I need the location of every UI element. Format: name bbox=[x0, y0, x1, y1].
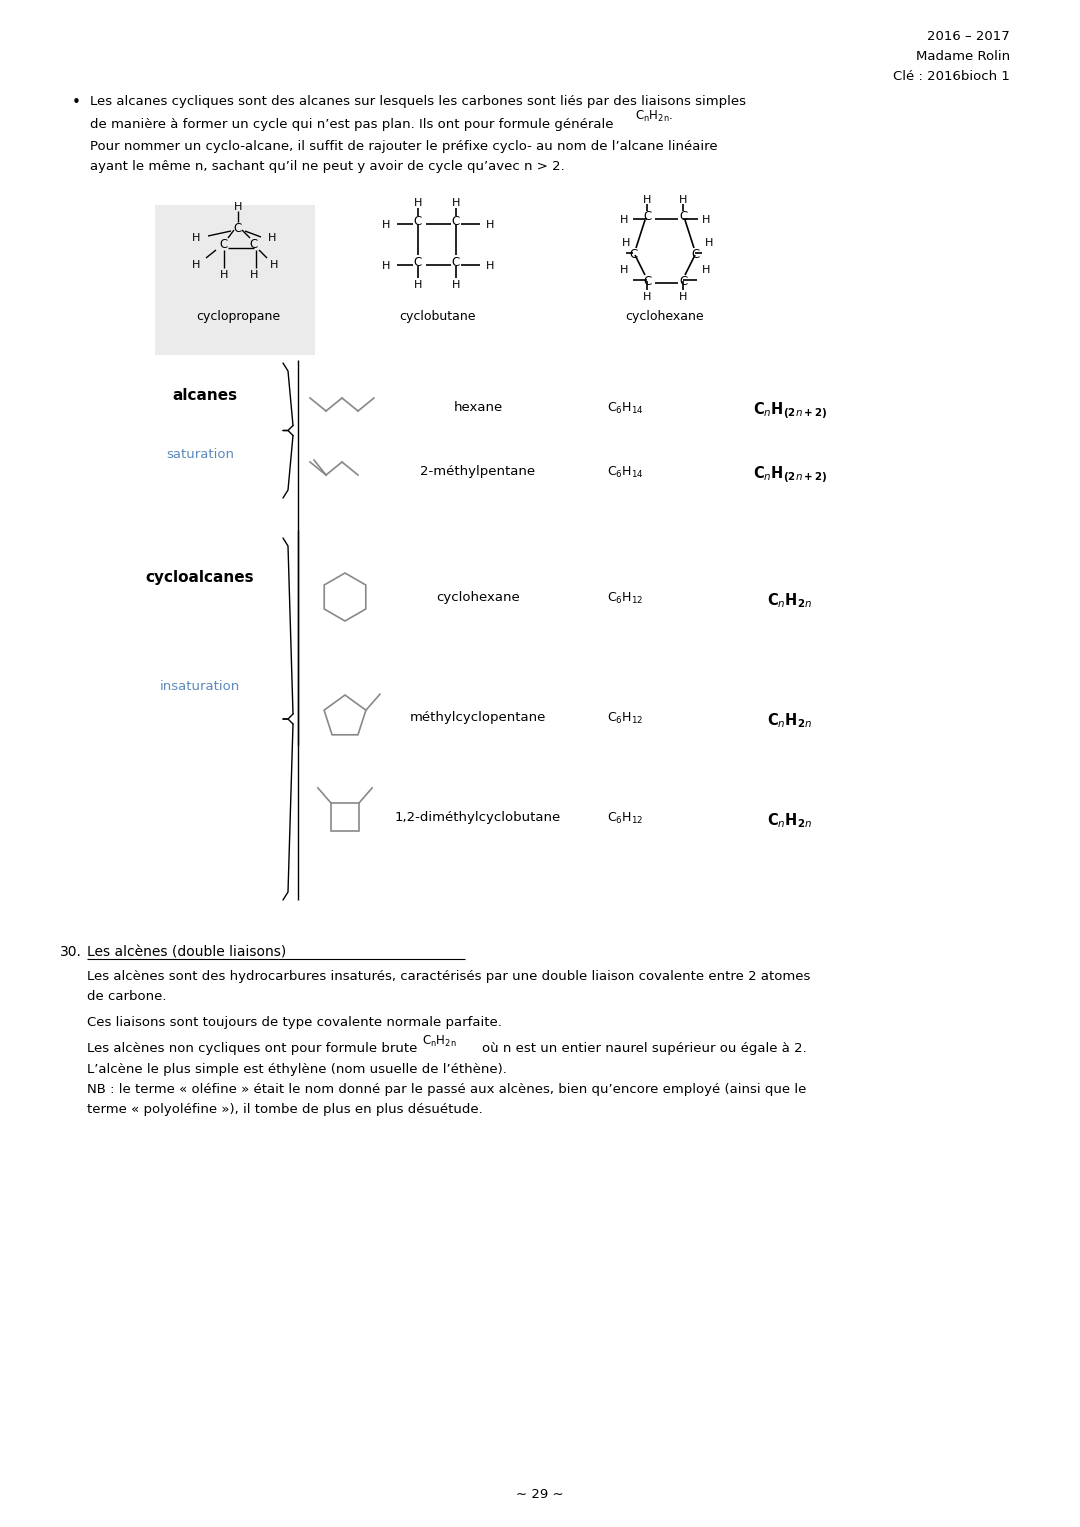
Text: C: C bbox=[679, 275, 687, 289]
Text: Les alcènes non cycliques ont pour formule brute: Les alcènes non cycliques ont pour formu… bbox=[87, 1041, 417, 1055]
Text: H: H bbox=[620, 215, 627, 224]
Text: 1,2-diméthylcyclobutane: 1,2-diméthylcyclobutane bbox=[395, 811, 562, 825]
Text: H: H bbox=[705, 238, 714, 247]
Text: où n est un entier naurel supérieur ou égale à 2.: où n est un entier naurel supérieur ou é… bbox=[482, 1041, 807, 1055]
Text: H: H bbox=[622, 238, 630, 247]
Text: C: C bbox=[249, 238, 258, 250]
Text: C: C bbox=[629, 247, 637, 261]
Text: H: H bbox=[414, 279, 422, 290]
FancyBboxPatch shape bbox=[156, 205, 315, 354]
Text: $\mathbf{C_{\mathit{n}}H_{2\mathit{n}}}$: $\mathbf{C_{\mathit{n}}H_{2\mathit{n}}}$ bbox=[768, 811, 812, 829]
Text: Ces liaisons sont toujours de type covalente normale parfaite.: Ces liaisons sont toujours de type coval… bbox=[87, 1015, 502, 1029]
Text: C: C bbox=[643, 211, 651, 223]
Text: H: H bbox=[249, 270, 258, 279]
Text: •: • bbox=[72, 95, 81, 110]
Text: 2016 – 2017: 2016 – 2017 bbox=[928, 31, 1010, 43]
Text: $\mathbf{C_{\mathit{n}}H_{2\mathit{n}}}$: $\mathbf{C_{\mathit{n}}H_{2\mathit{n}}}$ bbox=[768, 712, 812, 730]
Text: H: H bbox=[643, 195, 651, 205]
Text: cycloalcanes: cycloalcanes bbox=[146, 570, 254, 585]
Text: Les alcènes (double liaisons): Les alcènes (double liaisons) bbox=[87, 945, 286, 959]
Text: C: C bbox=[679, 211, 687, 223]
Text: C: C bbox=[643, 275, 651, 289]
Text: cyclopropane: cyclopropane bbox=[195, 310, 280, 324]
Text: $\mathregular{C_6H_{14}}$: $\mathregular{C_6H_{14}}$ bbox=[607, 466, 644, 479]
Text: H: H bbox=[702, 266, 711, 275]
Text: H: H bbox=[191, 234, 200, 243]
Text: Pour nommer un cyclo-alcane, il suffit de rajouter le préfixe cyclo- au nom de l: Pour nommer un cyclo-alcane, il suffit d… bbox=[90, 140, 717, 153]
Text: H: H bbox=[679, 292, 687, 302]
Text: alcanes: alcanes bbox=[173, 388, 238, 403]
Text: de carbone.: de carbone. bbox=[87, 989, 166, 1003]
Text: L’alcène le plus simple est éthylène (nom usuelle de l’éthène).: L’alcène le plus simple est éthylène (no… bbox=[87, 1063, 507, 1077]
Text: H: H bbox=[191, 260, 200, 270]
Text: cyclobutane: cyclobutane bbox=[399, 310, 475, 324]
Text: Les alcanes cycliques sont des alcanes sur lesquels les carbones sont liés par d: Les alcanes cycliques sont des alcanes s… bbox=[90, 95, 746, 108]
Text: méthylcyclopentane: méthylcyclopentane bbox=[409, 712, 546, 724]
Text: H: H bbox=[451, 199, 460, 208]
Text: H: H bbox=[679, 195, 687, 205]
Text: $\mathregular{C_nH_{2n}}$.: $\mathregular{C_nH_{2n}}$. bbox=[635, 108, 673, 124]
Text: H: H bbox=[451, 279, 460, 290]
Text: H: H bbox=[643, 292, 651, 302]
Text: NB : le terme « oléfine » était le nom donné par le passé aux alcènes, bien qu’e: NB : le terme « oléfine » était le nom d… bbox=[87, 1083, 807, 1096]
Text: hexane: hexane bbox=[454, 402, 502, 414]
Text: C: C bbox=[691, 247, 699, 261]
Text: H: H bbox=[486, 220, 495, 231]
Text: ∼ 29 ∼: ∼ 29 ∼ bbox=[516, 1487, 564, 1501]
Text: Les alcènes sont des hydrocarbures insaturés, caractérisés par une double liaiso: Les alcènes sont des hydrocarbures insat… bbox=[87, 970, 810, 983]
Text: C: C bbox=[451, 215, 460, 228]
Text: saturation: saturation bbox=[166, 447, 234, 461]
Text: H: H bbox=[233, 202, 242, 212]
Text: 2-méthylpentane: 2-méthylpentane bbox=[420, 466, 536, 478]
Text: C: C bbox=[220, 238, 228, 250]
Text: insaturation: insaturation bbox=[160, 680, 240, 693]
Text: cyclohexane: cyclohexane bbox=[436, 591, 519, 605]
Text: 30.: 30. bbox=[60, 945, 82, 959]
Text: de manière à former un cycle qui n’est pas plan. Ils ont pour formule générale: de manière à former un cycle qui n’est p… bbox=[90, 118, 613, 131]
Text: H: H bbox=[486, 261, 495, 270]
Text: C: C bbox=[451, 257, 460, 269]
Text: H: H bbox=[414, 199, 422, 208]
Text: H: H bbox=[220, 270, 228, 279]
Text: $\mathbf{C_{\mathit{n}}H_{(2\mathit{n}+2)}}$: $\mathbf{C_{\mathit{n}}H_{(2\mathit{n}+2… bbox=[753, 466, 827, 486]
Text: H: H bbox=[702, 215, 711, 224]
Text: H: H bbox=[381, 220, 390, 231]
Text: H: H bbox=[268, 234, 276, 243]
Text: H: H bbox=[620, 266, 627, 275]
Text: ayant le même n, sachant qu’il ne peut y avoir de cycle qu’avec n > 2.: ayant le même n, sachant qu’il ne peut y… bbox=[90, 160, 565, 173]
Text: $\mathregular{C_nH_{2n}}$: $\mathregular{C_nH_{2n}}$ bbox=[422, 1034, 457, 1049]
Text: $\mathbf{C_{\mathit{n}}H_{(2\mathit{n}+2)}}$: $\mathbf{C_{\mathit{n}}H_{(2\mathit{n}+2… bbox=[753, 402, 827, 423]
Text: C: C bbox=[414, 215, 422, 228]
Text: $\mathregular{C_6H_{12}}$: $\mathregular{C_6H_{12}}$ bbox=[607, 811, 644, 826]
Text: C: C bbox=[414, 257, 422, 269]
Text: C: C bbox=[234, 221, 242, 235]
Text: $\mathregular{C_6H_{14}}$: $\mathregular{C_6H_{14}}$ bbox=[607, 402, 644, 415]
Text: $\mathregular{C_6H_{12}}$: $\mathregular{C_6H_{12}}$ bbox=[607, 591, 644, 606]
Text: cyclohexane: cyclohexane bbox=[625, 310, 704, 324]
Text: $\mathbf{C_{\mathit{n}}H_{2\mathit{n}}}$: $\mathbf{C_{\mathit{n}}H_{2\mathit{n}}}$ bbox=[768, 591, 812, 609]
Text: H: H bbox=[381, 261, 390, 270]
Text: terme « polyoléfine »), il tombe de plus en plus désuétude.: terme « polyoléfine »), il tombe de plus… bbox=[87, 1102, 483, 1116]
Text: $\mathregular{C_6H_{12}}$: $\mathregular{C_6H_{12}}$ bbox=[607, 712, 644, 727]
Text: Clé : 2016bioch 1: Clé : 2016bioch 1 bbox=[893, 70, 1010, 82]
Text: H: H bbox=[270, 260, 279, 270]
Text: Madame Rolin: Madame Rolin bbox=[916, 50, 1010, 63]
